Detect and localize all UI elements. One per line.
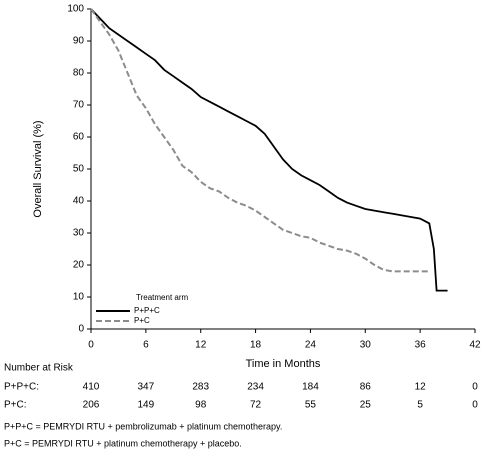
risk-row-label: P+P+C: [4, 382, 39, 393]
risk-count: 0 [472, 400, 478, 411]
risk-count: 206 [83, 400, 100, 411]
survival-curve [90, 8, 448, 292]
risk-count: 149 [138, 400, 155, 411]
risk-count: 25 [360, 400, 372, 411]
y-tick-label: 50 [73, 164, 85, 175]
x-tick-label: 6 [143, 340, 149, 351]
legend-label: P+C [134, 316, 150, 325]
y-tick-label: 40 [73, 196, 85, 207]
y-tick-label: 80 [73, 68, 85, 79]
y-tick-label: 10 [73, 292, 85, 303]
risk-count: 55 [305, 400, 317, 411]
legend-label: P+P+C [134, 306, 160, 315]
y-axis-label: Overall Survival (%) [32, 120, 44, 217]
risk-count: 184 [302, 382, 319, 393]
y-tick-label: 30 [73, 228, 85, 239]
x-axis-label: Time in Months [246, 358, 321, 370]
legend-title: Treatment arm [136, 293, 188, 302]
risk-count: 234 [247, 382, 264, 393]
x-tick-label: 12 [195, 340, 207, 351]
footnote: P+C = PEMRYDI RTU + platinum chemotherap… [4, 438, 242, 448]
risk-count: 0 [472, 382, 478, 393]
y-tick-label: 90 [73, 36, 85, 47]
x-tick-label: 24 [305, 340, 317, 351]
x-tick-label: 36 [415, 340, 427, 351]
risk-count: 98 [195, 400, 207, 411]
y-tick-label: 20 [73, 260, 85, 271]
risk-count: 72 [250, 400, 262, 411]
x-tick-label: 0 [88, 340, 94, 351]
survival-curve [90, 8, 430, 273]
risk-count: 347 [138, 382, 155, 393]
x-tick-label: 30 [360, 340, 372, 351]
risk-count: 86 [360, 382, 372, 393]
risk-count: 410 [83, 382, 100, 393]
risk-count: 283 [192, 382, 209, 393]
risk-count: 5 [417, 400, 423, 411]
footnote: P+P+C = PEMRYDI RTU + pembrolizumab + pl… [4, 421, 282, 431]
y-tick-label: 70 [73, 100, 85, 111]
x-tick-label: 18 [250, 340, 262, 351]
risk-count: 12 [415, 382, 427, 393]
risk-row-label: P+C: [4, 400, 27, 411]
risk-table-title: Number at Risk [4, 363, 74, 374]
y-tick-label: 0 [78, 324, 84, 335]
y-tick-label: 60 [73, 132, 85, 143]
y-tick-label: 100 [67, 4, 84, 15]
x-tick-label: 42 [469, 340, 481, 351]
